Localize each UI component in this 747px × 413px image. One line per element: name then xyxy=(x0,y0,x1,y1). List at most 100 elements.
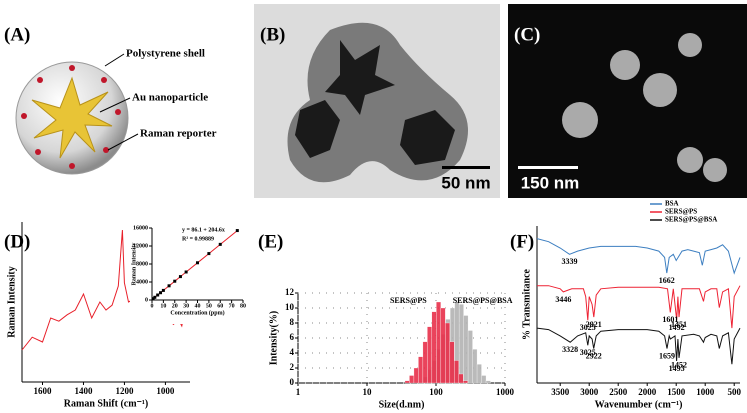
panel-label: (D) xyxy=(4,231,30,252)
annotation: Au nanoparticle xyxy=(132,92,208,104)
bar xyxy=(436,301,441,384)
x-tick-label: 50 xyxy=(206,303,212,309)
x-axis-label: Wavenumber (cm⁻¹) xyxy=(595,399,683,410)
bar xyxy=(472,349,478,384)
panel-label: (C) xyxy=(514,24,540,45)
bar xyxy=(463,315,469,384)
point xyxy=(151,297,155,301)
bar xyxy=(409,375,415,384)
peak-label: 3446 xyxy=(555,295,571,304)
annotation: R² = 0.99889 xyxy=(182,236,214,242)
point xyxy=(184,270,188,274)
x-tick-label: 1000 xyxy=(496,387,515,397)
x-tick-label: 2500 xyxy=(609,387,628,397)
bar xyxy=(458,304,464,384)
peak-label: 3328 xyxy=(562,345,578,354)
point xyxy=(235,229,239,233)
y-axis-label: Intensity(%) xyxy=(268,311,279,365)
panel-label: (B) xyxy=(260,24,285,45)
bar xyxy=(431,311,437,384)
point xyxy=(207,252,211,256)
peak-label: 2921 xyxy=(586,320,602,329)
point xyxy=(161,288,165,292)
point xyxy=(173,279,177,283)
annotation: Raman reporter xyxy=(140,128,217,140)
x-tick-label: 10 xyxy=(160,303,166,309)
point xyxy=(153,295,157,299)
y-axis-label: Raman Intensity xyxy=(131,243,137,286)
x-tick-label: 1400 xyxy=(74,386,93,396)
scale-label: 150 nm xyxy=(521,173,580,192)
leader xyxy=(99,97,131,113)
x-tick-label: 500 xyxy=(727,387,741,397)
point xyxy=(196,261,199,265)
leader xyxy=(107,133,139,151)
legend-label: SERS@PS@BSA xyxy=(665,216,717,224)
panel-label: (F) xyxy=(510,231,534,252)
spectrum xyxy=(536,327,741,365)
x-tick-label: 1200 xyxy=(115,386,134,396)
y-tick-label: 12000 xyxy=(133,243,148,249)
x-tick-label: 70 xyxy=(229,303,235,309)
point xyxy=(218,242,222,246)
panel-label: (A) xyxy=(4,24,30,45)
bar xyxy=(445,322,450,384)
leader xyxy=(104,53,125,67)
x-tick-label: 20 xyxy=(172,303,178,309)
y-tick-label: 0 xyxy=(290,377,295,387)
peak-label: 1452 xyxy=(671,361,687,370)
x-axis-label: Raman Shift (cm⁻¹) xyxy=(64,398,148,409)
annotation: y = 86.1 + 204.6x xyxy=(182,227,225,233)
x-tick-label: 3000 xyxy=(580,387,599,397)
scale-bar xyxy=(518,166,578,169)
peak-label: 1451 xyxy=(671,320,687,329)
x-tick-label: 60 xyxy=(217,303,223,309)
x-axis-label: Size(d.nm) xyxy=(379,399,425,410)
bar xyxy=(481,375,487,384)
bar xyxy=(418,356,424,384)
x-tick-label: 80 xyxy=(240,303,246,309)
point xyxy=(156,293,160,297)
bar xyxy=(440,307,446,384)
peak-label: 3339 xyxy=(562,257,578,266)
panel-c: (C) 150 nm xyxy=(508,4,747,198)
core xyxy=(295,100,340,158)
bar xyxy=(467,330,473,384)
nanostar xyxy=(31,76,113,159)
bar xyxy=(485,380,491,384)
legend-label: SERS@PS@BSA xyxy=(453,296,513,305)
core xyxy=(400,110,455,165)
y-tick-label: 10 xyxy=(285,302,295,312)
annotation: Polystyrene shell xyxy=(126,48,205,60)
bar xyxy=(404,380,410,384)
y-tick-label: 8 xyxy=(290,317,295,327)
x-tick-label: 0 xyxy=(151,303,154,309)
point xyxy=(178,275,182,279)
peak-label: 1493 xyxy=(669,364,685,373)
peak-label: 1601 xyxy=(662,315,678,324)
spectrum xyxy=(537,285,741,329)
x-tick-label: 10 xyxy=(363,387,373,397)
x-tick-label: 1000 xyxy=(156,386,175,396)
y-tick-label: 16000 xyxy=(133,225,148,231)
bar xyxy=(463,380,468,384)
bar xyxy=(458,373,464,384)
reporters xyxy=(21,65,121,169)
bar xyxy=(422,341,428,384)
y-axis-label: % Transmitance xyxy=(521,268,532,340)
x-tick-label: 2000 xyxy=(638,387,657,397)
bar xyxy=(476,364,482,384)
legend-label: SERS@PS xyxy=(390,296,427,305)
legend-label: BSA xyxy=(665,200,679,208)
y-tick-label: 4 xyxy=(290,347,295,357)
bar xyxy=(413,367,419,384)
peak-label: 1659 xyxy=(659,351,675,360)
legend-label: SERS@PS xyxy=(665,208,697,216)
x-tick-label: 1000 xyxy=(696,387,715,397)
panel-label: (E) xyxy=(258,231,283,252)
y-tick-label: 12 xyxy=(285,287,295,297)
peak-label: 3025 xyxy=(580,348,596,357)
bar xyxy=(454,360,459,384)
